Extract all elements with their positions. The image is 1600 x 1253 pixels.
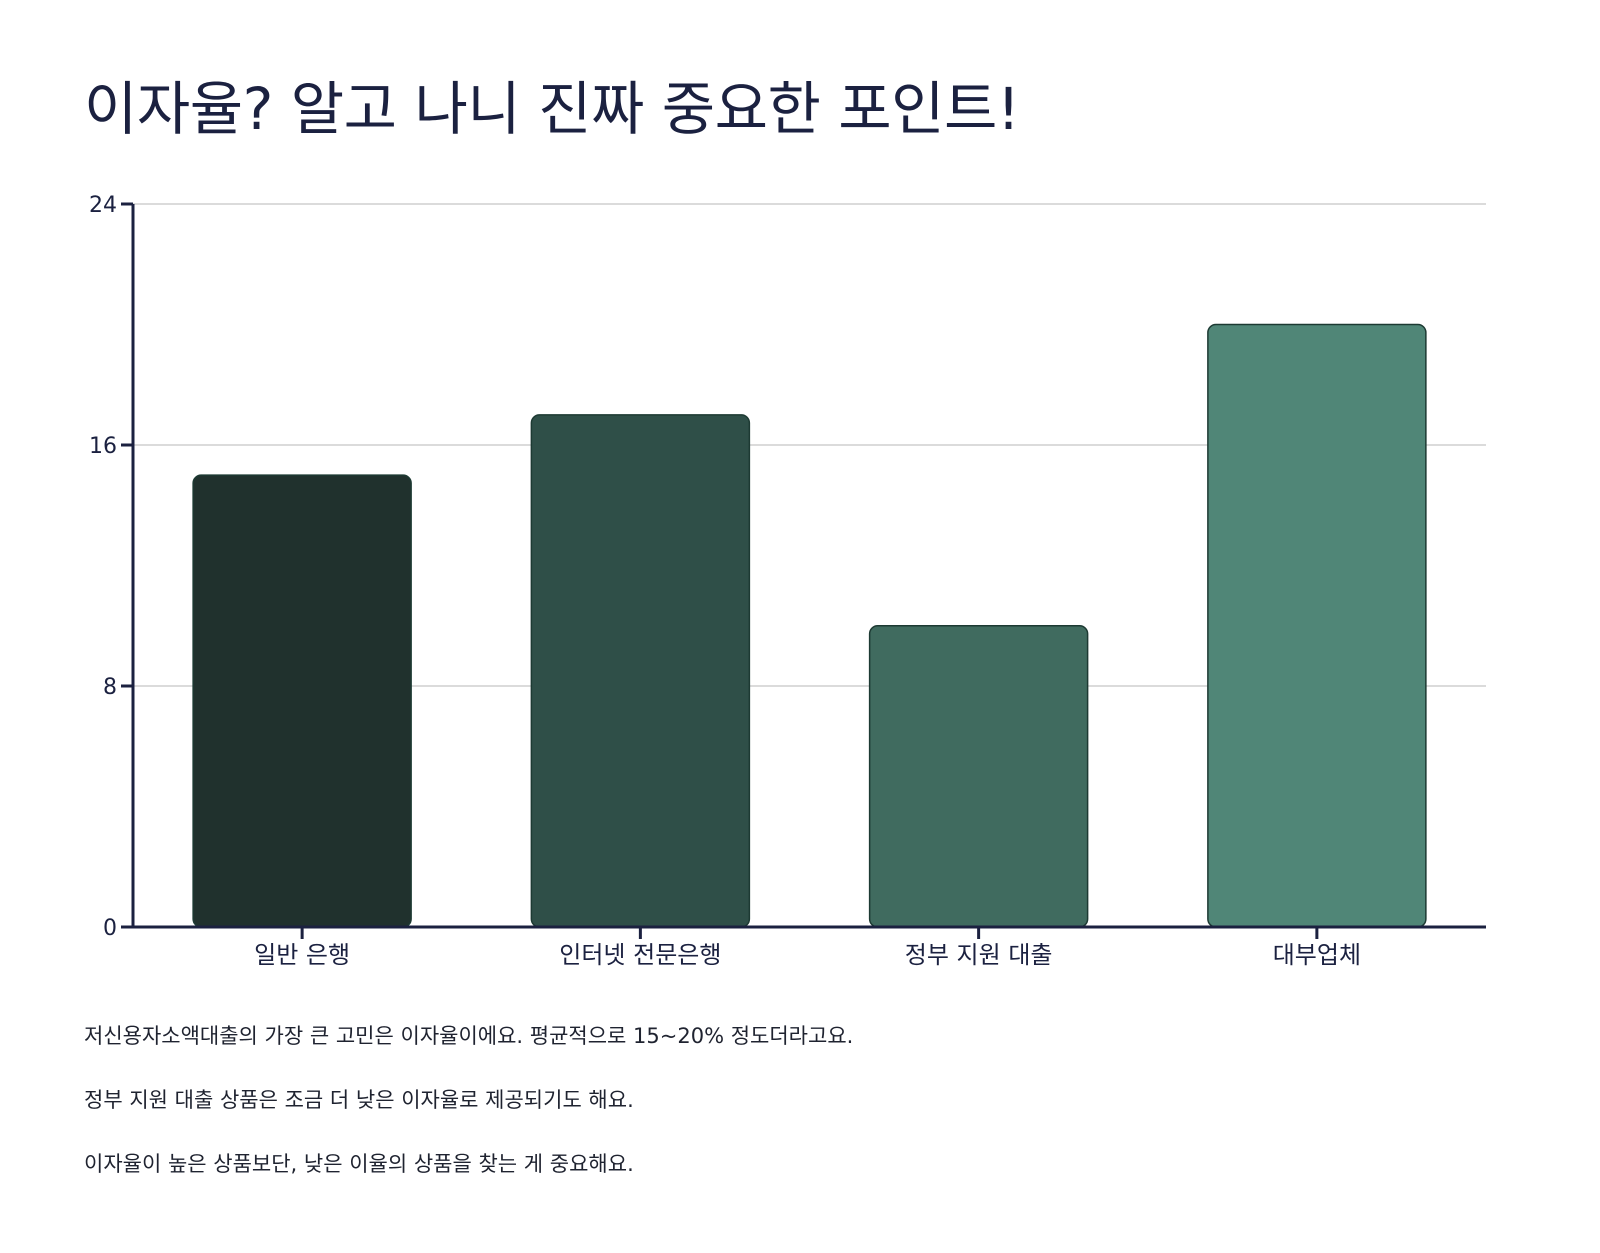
bar <box>868 625 1089 928</box>
y-tick-label: 16 <box>89 434 117 459</box>
chart-title: 이자율? 알고 나니 진짜 중요한 포인트! <box>84 75 1020 143</box>
note-1: 저신용자소액대출의 가장 큰 고민은 이자율이에요. 평균적으로 15~20% … <box>84 1024 854 1048</box>
axes <box>131 204 1486 929</box>
bar <box>192 474 412 928</box>
x-axis-ticks: 일반 은행 인터넷 전문은행 정부 지원 대출 대부업체 <box>254 927 1361 969</box>
x-tick-label: 대부업체 <box>1273 941 1361 969</box>
x-tick-label: 인터넷 전문은행 <box>559 941 721 969</box>
bar <box>530 414 751 928</box>
bar <box>1207 323 1427 928</box>
y-tick-label: 24 <box>89 193 117 218</box>
y-axis-ticks: 0 8 16 24 <box>89 193 133 941</box>
bar-chart: 0 8 16 24 일반 은행 인터넷 전문은행 정부 지원 대출 대부업체 <box>89 193 1486 969</box>
note-3: 이자율이 높은 상품보단, 낮은 이율의 상품을 찾는 게 중요해요. <box>84 1152 634 1176</box>
x-tick-label: 정부 지원 대출 <box>905 941 1053 969</box>
x-tick-label: 일반 은행 <box>254 941 350 969</box>
bars <box>192 323 1427 928</box>
y-tick-label: 0 <box>103 916 117 941</box>
note-2: 정부 지원 대출 상품은 조금 더 낮은 이자율로 제공되기도 해요. <box>84 1088 634 1112</box>
y-tick-label: 8 <box>103 675 117 700</box>
